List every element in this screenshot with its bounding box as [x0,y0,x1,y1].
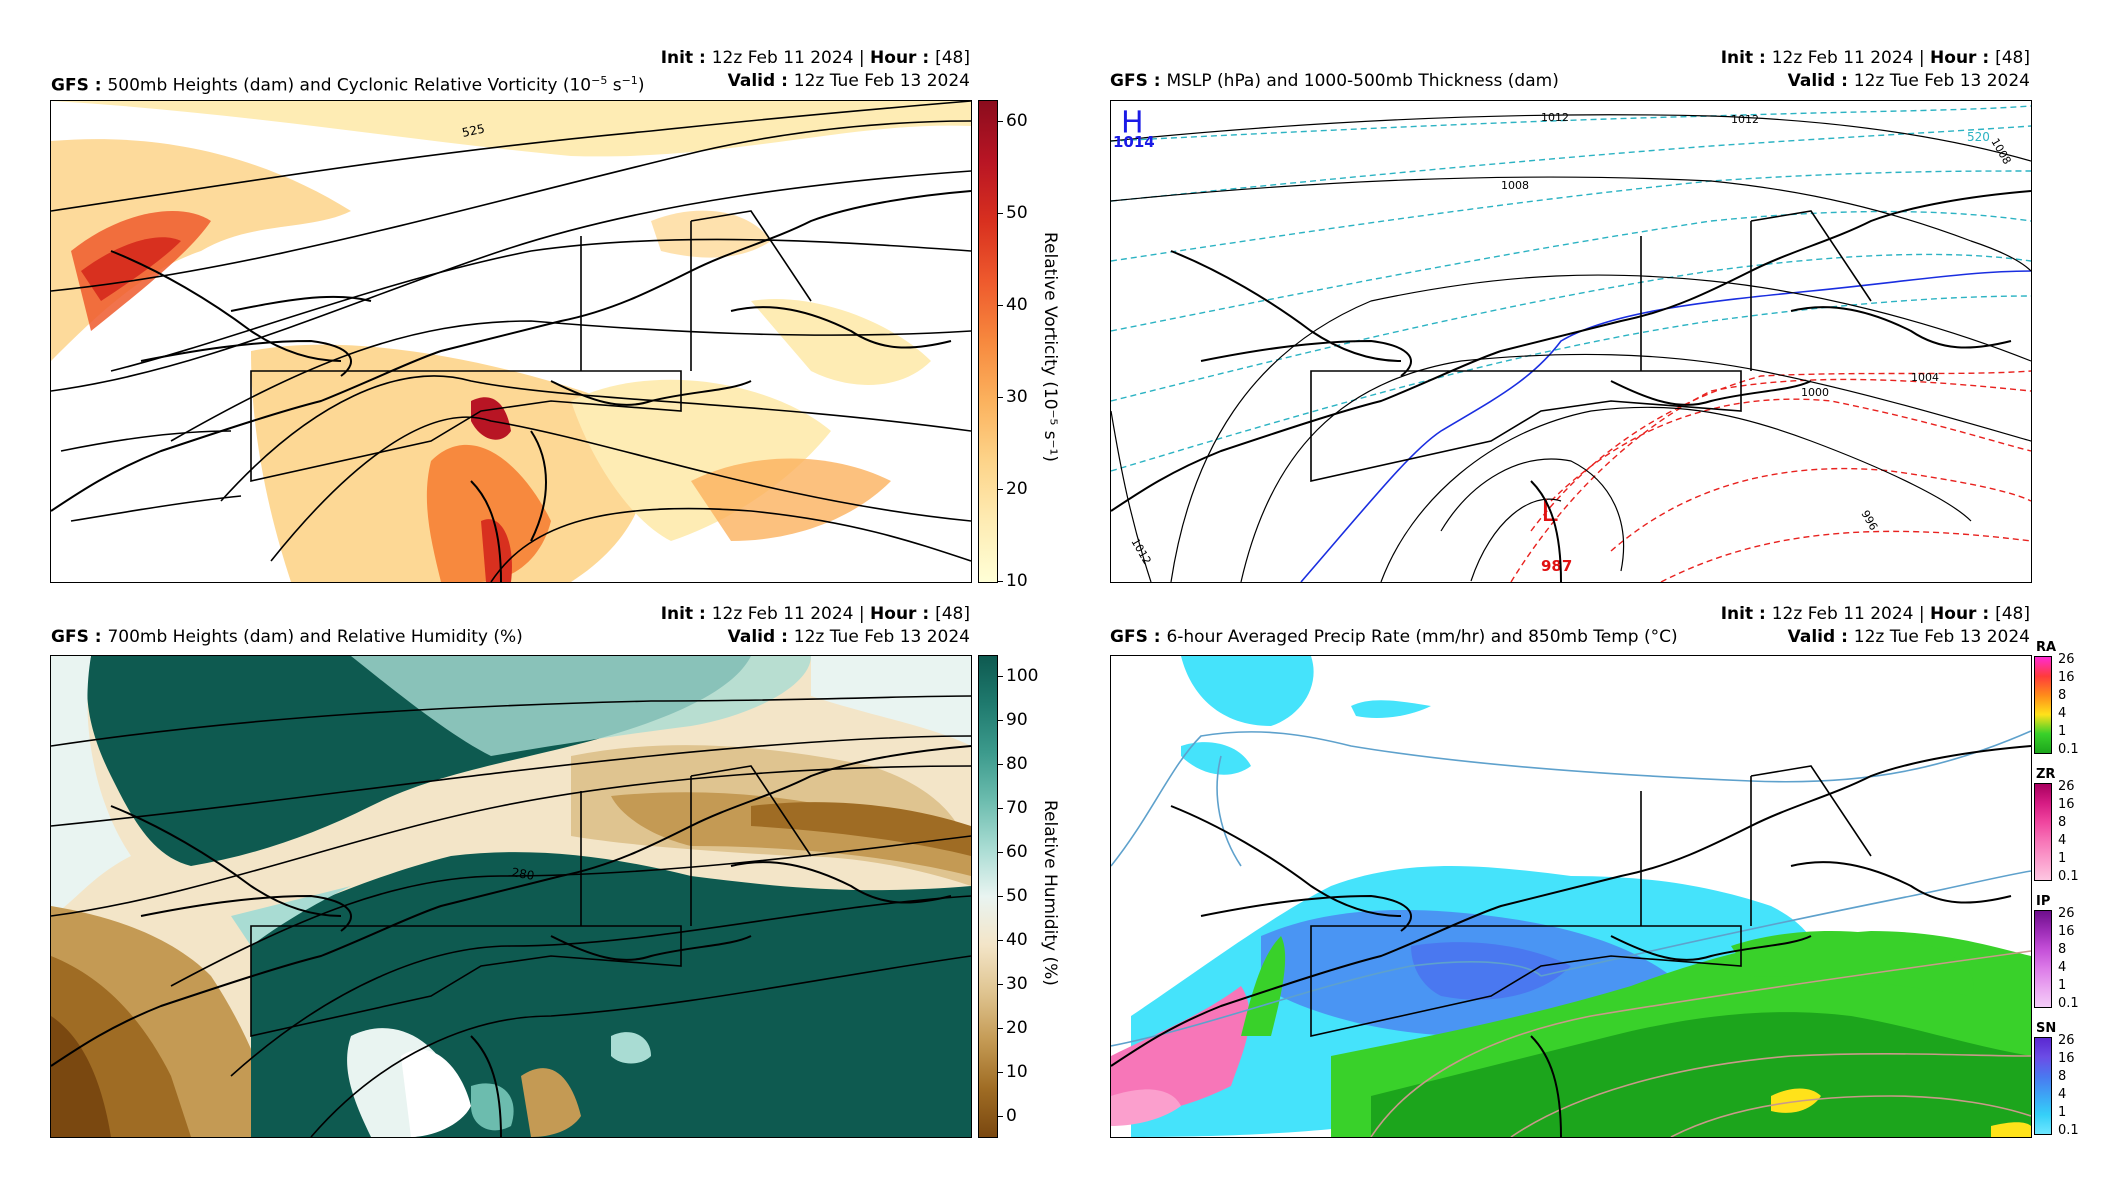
zr-colorbar-title: ZR [2036,767,2056,782]
cb-tick: 100 [996,666,1039,686]
panel-title: GFS : 700mb Heights (dam) and Relative H… [51,627,523,647]
ip-tick: 16 [2058,924,2075,939]
zr-tick: 4 [2058,833,2067,848]
svg-text:996: 996 [1858,508,1880,533]
humidity-map: 280 [50,655,972,1138]
svg-text:1012: 1012 [1731,113,1759,126]
ra-colorbar [2034,656,2052,754]
colorbar-label: Relative Humidity (%) [1040,800,1060,986]
cb-tick: 0 [997,1106,1017,1126]
svg-text:1012: 1012 [1128,536,1153,567]
sn-tick: 0.1 [2058,1123,2079,1138]
cb-tick: 10 [997,1062,1028,1082]
zr-tick: 8 [2058,815,2067,830]
init-line: Init : 12z Feb 11 2024 | Hour : [48] [1720,48,2030,68]
ip-tick: 8 [2058,942,2067,957]
cb-tick: 50 [997,203,1028,223]
svg-text:1008: 1008 [1501,179,1529,192]
mslp-map-graphic: 520 1012 1012 1008 1004 1000 996 1012 10… [1111,105,2031,582]
vorticity-map: 525 [50,100,972,583]
cb-tick: 60 [997,111,1028,131]
init-line: Init : 12z Feb 11 2024 | Hour : [48] [660,604,970,624]
svg-text:1004: 1004 [1911,371,1939,384]
precip-map [1110,655,2032,1138]
valid-line: Valid : 12z Tue Feb 13 2024 [727,627,970,647]
zr-tick: 16 [2058,797,2075,812]
ip-tick: 0.1 [2058,996,2079,1011]
cb-tick: 20 [997,479,1028,499]
high-pressure-value: 1014 [1113,133,1155,151]
ra-tick: 8 [2058,688,2067,703]
cb-tick: 60 [997,842,1028,862]
sn-tick: 16 [2058,1051,2075,1066]
cb-tick: 70 [997,798,1028,818]
ip-tick: 1 [2058,978,2067,993]
cb-tick: 30 [997,387,1028,407]
zr-tick: 0.1 [2058,869,2079,884]
ra-tick: 26 [2058,652,2075,667]
cb-tick: 90 [997,710,1028,730]
sn-tick: 26 [2058,1033,2075,1048]
ra-tick: 1 [2058,724,2067,739]
colorbar-label: Relative Vorticity (10⁻⁵ s⁻¹) [1040,232,1060,462]
cb-tick: 50 [997,886,1028,906]
precip-map-graphic [1111,656,2031,1137]
zr-tick: 26 [2058,779,2075,794]
panel-title: GFS : 6-hour Averaged Precip Rate (mm/hr… [1110,627,1678,647]
vorticity-colorbar [978,100,998,583]
vorticity-map-graphic: 525 [51,101,971,582]
ip-colorbar-title: IP [2036,894,2051,909]
cb-tick: 10 [997,571,1028,591]
humidity-colorbar [978,655,998,1138]
cb-tick: 20 [997,1018,1028,1038]
high-pressure-symbol: H [1121,106,1144,141]
cb-tick: 30 [997,974,1028,994]
ip-tick: 26 [2058,906,2075,921]
valid-line: Valid : 12z Tue Feb 13 2024 [1787,71,2030,91]
svg-text:1000: 1000 [1801,386,1829,399]
panel-title: GFS : 500mb Heights (dam) and Cyclonic R… [51,74,645,96]
sn-colorbar-title: SN [2036,1021,2057,1036]
ip-tick: 4 [2058,960,2067,975]
humidity-map-graphic: 280 [51,656,971,1137]
ra-tick: 4 [2058,706,2067,721]
zr-colorbar [2034,783,2052,881]
svg-text:525: 525 [461,121,486,139]
cb-tick: 40 [997,295,1028,315]
svg-text:520: 520 [1967,130,1990,144]
valid-line: Valid : 12z Tue Feb 13 2024 [1787,627,2030,647]
ip-colorbar [2034,910,2052,1008]
sn-tick: 1 [2058,1105,2067,1120]
init-line: Init : 12z Feb 11 2024 | Hour : [48] [660,48,970,68]
low-pressure-value: 987 [1541,557,1572,575]
cb-tick: 80 [997,754,1028,774]
cb-tick: 40 [997,930,1028,950]
svg-text:1012: 1012 [1541,111,1569,124]
ra-colorbar-title: RA [2036,640,2057,655]
sn-tick: 8 [2058,1069,2067,1084]
panel-title: GFS : MSLP (hPa) and 1000-500mb Thicknes… [1110,71,1559,91]
ra-tick: 16 [2058,670,2075,685]
valid-line: Valid : 12z Tue Feb 13 2024 [727,71,970,91]
sn-colorbar [2034,1037,2052,1135]
sn-tick: 4 [2058,1087,2067,1102]
ra-tick: 0.1 [2058,742,2079,757]
svg-text:280: 280 [510,865,535,883]
mslp-map: 520 1012 1012 1008 1004 1000 996 1012 10… [1110,100,2032,583]
zr-tick: 1 [2058,851,2067,866]
init-line: Init : 12z Feb 11 2024 | Hour : [48] [1720,604,2030,624]
